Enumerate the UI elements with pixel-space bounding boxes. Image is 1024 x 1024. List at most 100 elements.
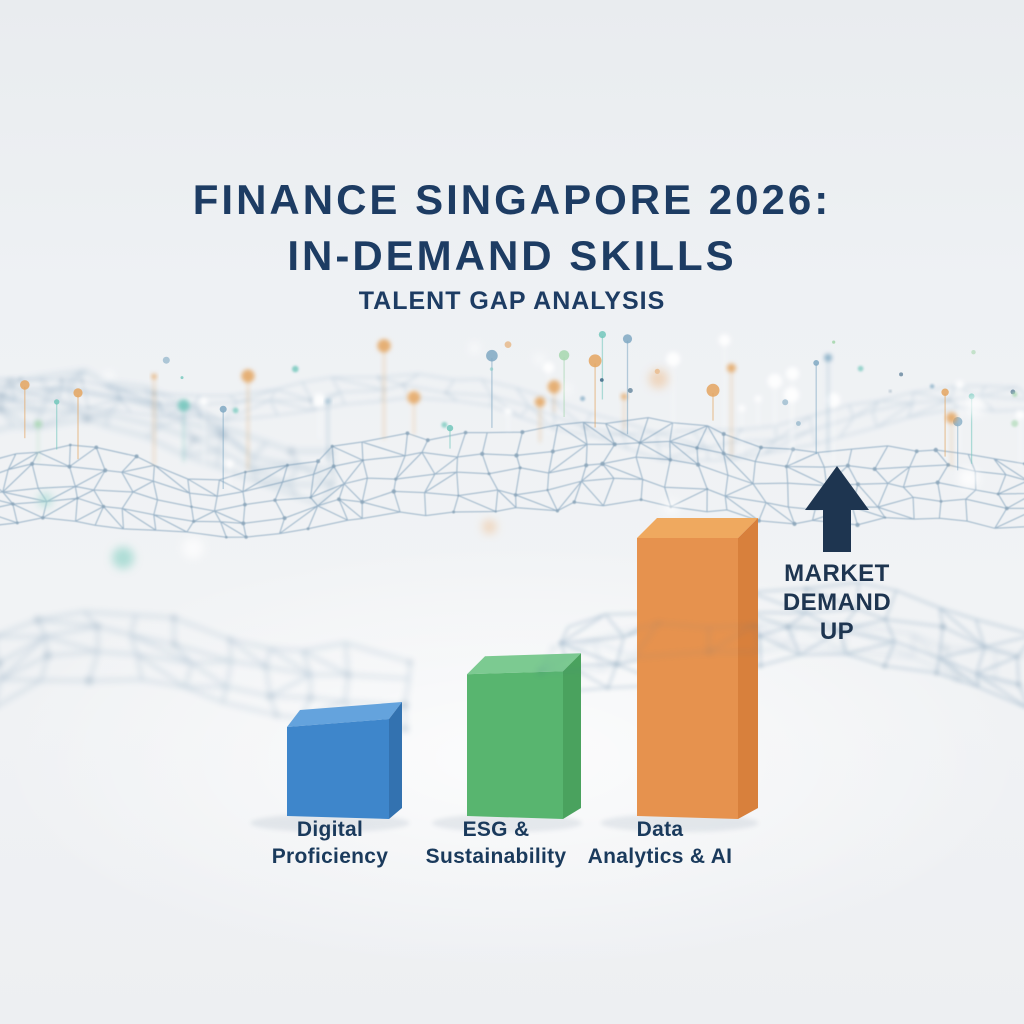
bar-label-data-analytics-ai: Data Analytics & AI xyxy=(588,816,733,870)
bar-side-face xyxy=(389,702,402,819)
bar-side-face xyxy=(563,653,581,819)
scatter-dot xyxy=(796,421,801,426)
pin xyxy=(407,390,421,435)
bar-chart xyxy=(250,518,759,832)
annotation-line: MARKET xyxy=(784,560,890,587)
bokeh-dot xyxy=(963,394,985,417)
pin xyxy=(312,393,327,439)
network-mesh-background xyxy=(0,331,1024,732)
scatter-dot xyxy=(971,350,976,355)
mesh-band xyxy=(0,611,413,732)
bokeh-dot xyxy=(958,468,979,489)
bokeh-dot xyxy=(469,343,480,354)
bokeh-dot xyxy=(648,369,669,389)
scatter-dot xyxy=(889,390,892,393)
pin xyxy=(621,393,628,430)
bar-top-face xyxy=(467,653,581,675)
bar-top-face xyxy=(637,518,758,538)
pin xyxy=(219,405,227,489)
scatter-dot xyxy=(489,367,494,371)
bokeh-dot xyxy=(182,537,204,559)
scatter-dot xyxy=(782,399,789,406)
bar-label-line: Proficiency xyxy=(271,845,389,868)
scatter-dot xyxy=(627,388,633,393)
pin xyxy=(504,407,513,432)
page-title-line1: FINANCE SINGAPORE 2026: xyxy=(192,176,832,223)
pin xyxy=(666,352,681,435)
scatter-dot xyxy=(929,384,935,389)
market-demand-annotation: MARKET DEMAND UP xyxy=(783,559,891,646)
scatter-dot xyxy=(504,341,512,348)
annotation-line: UP xyxy=(819,618,855,645)
bar-label-esg-sustainability: ESG & Sustainability xyxy=(426,816,567,870)
mesh-band xyxy=(0,369,334,506)
pin xyxy=(225,459,234,490)
bar-front-face xyxy=(467,671,563,819)
scatter-dot xyxy=(162,356,170,364)
bar-label-line: Digital xyxy=(296,818,364,841)
bokeh-dot xyxy=(561,384,572,394)
bar-shadow xyxy=(432,814,582,832)
pin xyxy=(241,369,255,471)
mesh-band xyxy=(537,621,1024,688)
pin xyxy=(726,363,736,457)
scatter-dot xyxy=(1012,391,1018,397)
pin xyxy=(953,417,963,471)
bar-front-face xyxy=(637,538,738,819)
bokeh-dot xyxy=(103,370,115,382)
bokeh-dot xyxy=(482,519,497,534)
pin xyxy=(446,424,454,449)
scatter-dot xyxy=(1011,420,1019,427)
pin xyxy=(54,399,60,450)
bar-data-analytics-ai xyxy=(600,518,759,832)
pin xyxy=(588,354,602,428)
pin xyxy=(151,373,157,466)
scatter-dot xyxy=(832,340,836,344)
bar-label-line: Sustainability xyxy=(425,845,567,868)
bar-esg-sustainability xyxy=(432,653,582,832)
scatter-dot xyxy=(292,365,299,373)
pin xyxy=(325,398,331,461)
scatter-dot xyxy=(580,396,586,402)
annotation-line: DEMAND xyxy=(782,589,892,616)
bar-shadow xyxy=(600,814,759,832)
pin xyxy=(754,395,762,426)
scatter-dot xyxy=(857,365,864,372)
pin xyxy=(946,412,957,468)
header: FINANCE SINGAPORE 2026: IN-DEMAND SKILLS… xyxy=(0,172,1024,316)
bar-top-face xyxy=(287,702,402,728)
scatter-dot xyxy=(441,421,448,428)
pin xyxy=(941,388,949,457)
bar-side-face xyxy=(738,518,758,819)
page-title-line2: IN-DEMAND SKILLS xyxy=(287,232,737,279)
bar-label-line: Analytics & AI xyxy=(587,845,733,868)
pin xyxy=(34,420,42,462)
bokeh-dot xyxy=(112,546,134,569)
page-subtitle: TALENT GAP ANALYSIS xyxy=(358,287,666,315)
pin xyxy=(824,353,833,453)
pin xyxy=(955,380,964,452)
pin xyxy=(706,383,720,421)
bar-label-line: ESG & xyxy=(462,818,530,841)
pin xyxy=(598,331,607,400)
bar-front-face xyxy=(287,719,389,819)
bokeh-dot xyxy=(38,493,52,507)
pin xyxy=(20,380,30,439)
pin xyxy=(783,387,800,471)
network-mesh-foreground xyxy=(537,621,1024,688)
pin xyxy=(73,388,83,460)
pin xyxy=(718,334,731,429)
bar-digital-proficiency xyxy=(250,702,410,832)
bokeh-dot xyxy=(664,500,678,514)
arrow-up-icon xyxy=(805,466,869,552)
scatter-dot xyxy=(180,376,184,380)
scatter-dot xyxy=(899,372,904,377)
pin xyxy=(738,404,746,458)
pin xyxy=(813,360,820,455)
pin xyxy=(377,339,391,440)
pin xyxy=(534,396,546,443)
scatter-dot xyxy=(232,407,239,414)
bar-label-digital-proficiency: Digital Proficiency xyxy=(272,816,389,870)
bar-shadow xyxy=(250,814,410,832)
